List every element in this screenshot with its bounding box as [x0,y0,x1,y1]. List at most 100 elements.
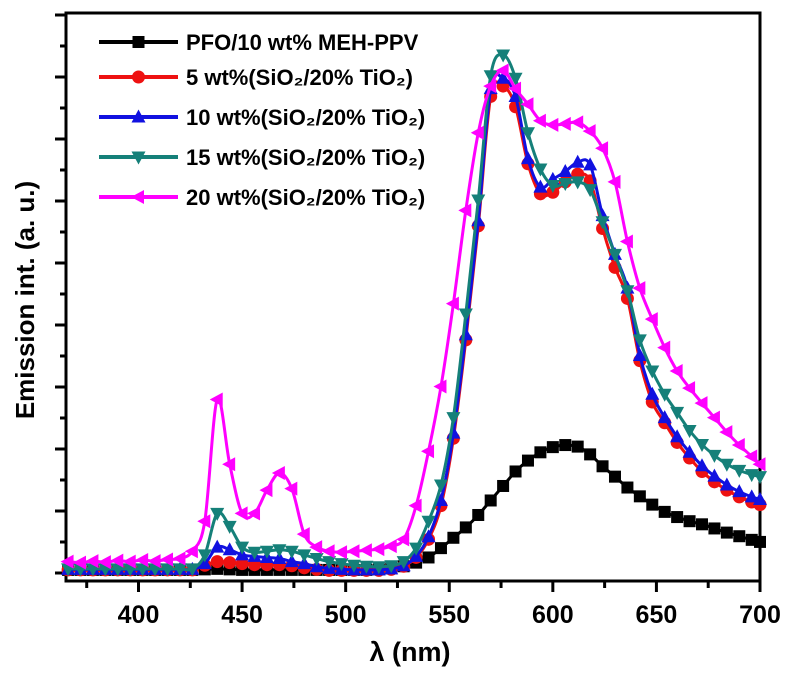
marker-triangle-left [172,551,186,566]
marker-triangle-left [197,514,211,529]
marker-triangle-down [657,388,672,402]
marker-triangle-up [222,542,237,556]
marker-triangle-up [670,429,685,443]
marker-square [422,551,435,564]
marker-triangle-left [110,553,124,568]
marker-square [733,530,746,543]
marker-triangle-left [508,81,522,96]
marker-triangle-down [682,425,697,439]
marker-square [708,522,721,535]
marker-triangle-down [583,184,598,198]
marker-triangle-left [744,449,758,464]
series-markers-4 [60,63,766,570]
marker-triangle-up [421,529,436,543]
marker-triangle-down [421,515,436,529]
marker-triangle-down [247,546,262,560]
marker-triangle-down [694,439,709,453]
marker-square [695,518,708,531]
marker-triangle-left [570,115,584,130]
marker-triangle-left [433,379,447,394]
legend-item-2: 10 wt%(SiO₂/20% TiO₂) [99,105,425,130]
marker-triangle-up [210,539,225,553]
marker-triangle-down [520,127,535,141]
marker-triangle-left [657,340,671,355]
marker-triangle-left [619,234,633,249]
marker-square [459,521,472,534]
marker-square [434,542,447,555]
marker-triangle-down [707,449,722,463]
x-axis-ticks [85,581,762,592]
marker-triangle-left [752,457,766,472]
marker-square [497,479,510,492]
marker-triangle-down [446,412,461,426]
marker-square [683,515,696,528]
marker-triangle-down [595,216,610,230]
marker-triangle-left [209,392,223,407]
marker-triangle-up [732,484,747,498]
marker-triangle-left [408,498,422,513]
y-axis-ticks [55,13,66,575]
marker-triangle-left [607,174,621,189]
marker-triangle-down [334,558,349,572]
legend-label: 20 wt%(SiO₂/20% TiO₂) [186,185,425,210]
marker-triangle-down [670,406,685,420]
marker-triangle-left [495,63,509,78]
marker-triangle-down [433,479,448,493]
legend-label: 15 wt%(SiO₂/20% TiO₂) [186,145,425,170]
marker-square [571,440,584,453]
marker-square [534,446,547,459]
x-tick-label: 650 [636,601,678,629]
marker-triangle-left [259,483,273,498]
marker-triangle-up [533,179,548,193]
y-axis-label: Emission int. (a. u.) [10,181,40,419]
marker-square [546,441,559,454]
marker-triangle-down [131,151,146,165]
marker-triangle-down [272,544,287,558]
marker-square [671,511,684,524]
legend-item-0: PFO/10 wt% MEH-PPV [99,30,419,55]
marker-circle [132,70,145,84]
marker-triangle-left [122,554,136,569]
marker-triangle-up [645,386,660,400]
marker-triangle-left [595,141,609,156]
marker-triangle-down [620,285,635,299]
x-tick-label: 600 [532,601,574,629]
marker-triangle-down [172,563,187,577]
x-axis-label: λ (nm) [370,637,451,667]
marker-circle [210,555,224,569]
marker-triangle-up [131,109,146,123]
marker-square [521,454,534,467]
marker-triangle-left [731,438,745,453]
marker-square [472,508,485,521]
legend-label: 5 wt%(SiO₂/20% TiO₂) [186,65,413,90]
marker-triangle-up [632,347,647,361]
chart-legend: PFO/10 wt% MEH-PPV 5 wt%(SiO₂/20% TiO₂) 10… [99,30,425,210]
marker-triangle-left [644,312,658,327]
series-4 [60,63,766,570]
marker-triangle-left [371,542,385,557]
marker-triangle-up [284,554,299,568]
marker-triangle-up [657,410,672,424]
marker-triangle-left [582,124,596,139]
x-axis-tick-labels: 400 450 500 550 600 650 700 [118,601,781,629]
data-series [60,49,767,577]
marker-triangle-down [545,180,560,194]
marker-triangle-down [732,464,747,478]
marker-triangle-down [284,545,299,559]
marker-triangle-left [135,553,149,568]
marker-square [646,498,659,511]
marker-triangle-down [558,177,573,191]
marker-triangle-up [272,550,287,564]
marker-triangle-up [458,327,473,341]
marker-triangle-left [131,190,144,204]
marker-triangle-left [358,543,372,558]
marker-triangle-up [570,154,585,168]
marker-triangle-down [533,163,548,177]
x-tick-label: 500 [325,601,367,629]
marker-triangle-left [396,532,410,547]
series-3 [61,49,767,577]
series-markers-3 [61,49,767,577]
marker-triangle-left [557,116,571,131]
legend-item-3: 15 wt%(SiO₂/20% TiO₂) [99,145,425,170]
